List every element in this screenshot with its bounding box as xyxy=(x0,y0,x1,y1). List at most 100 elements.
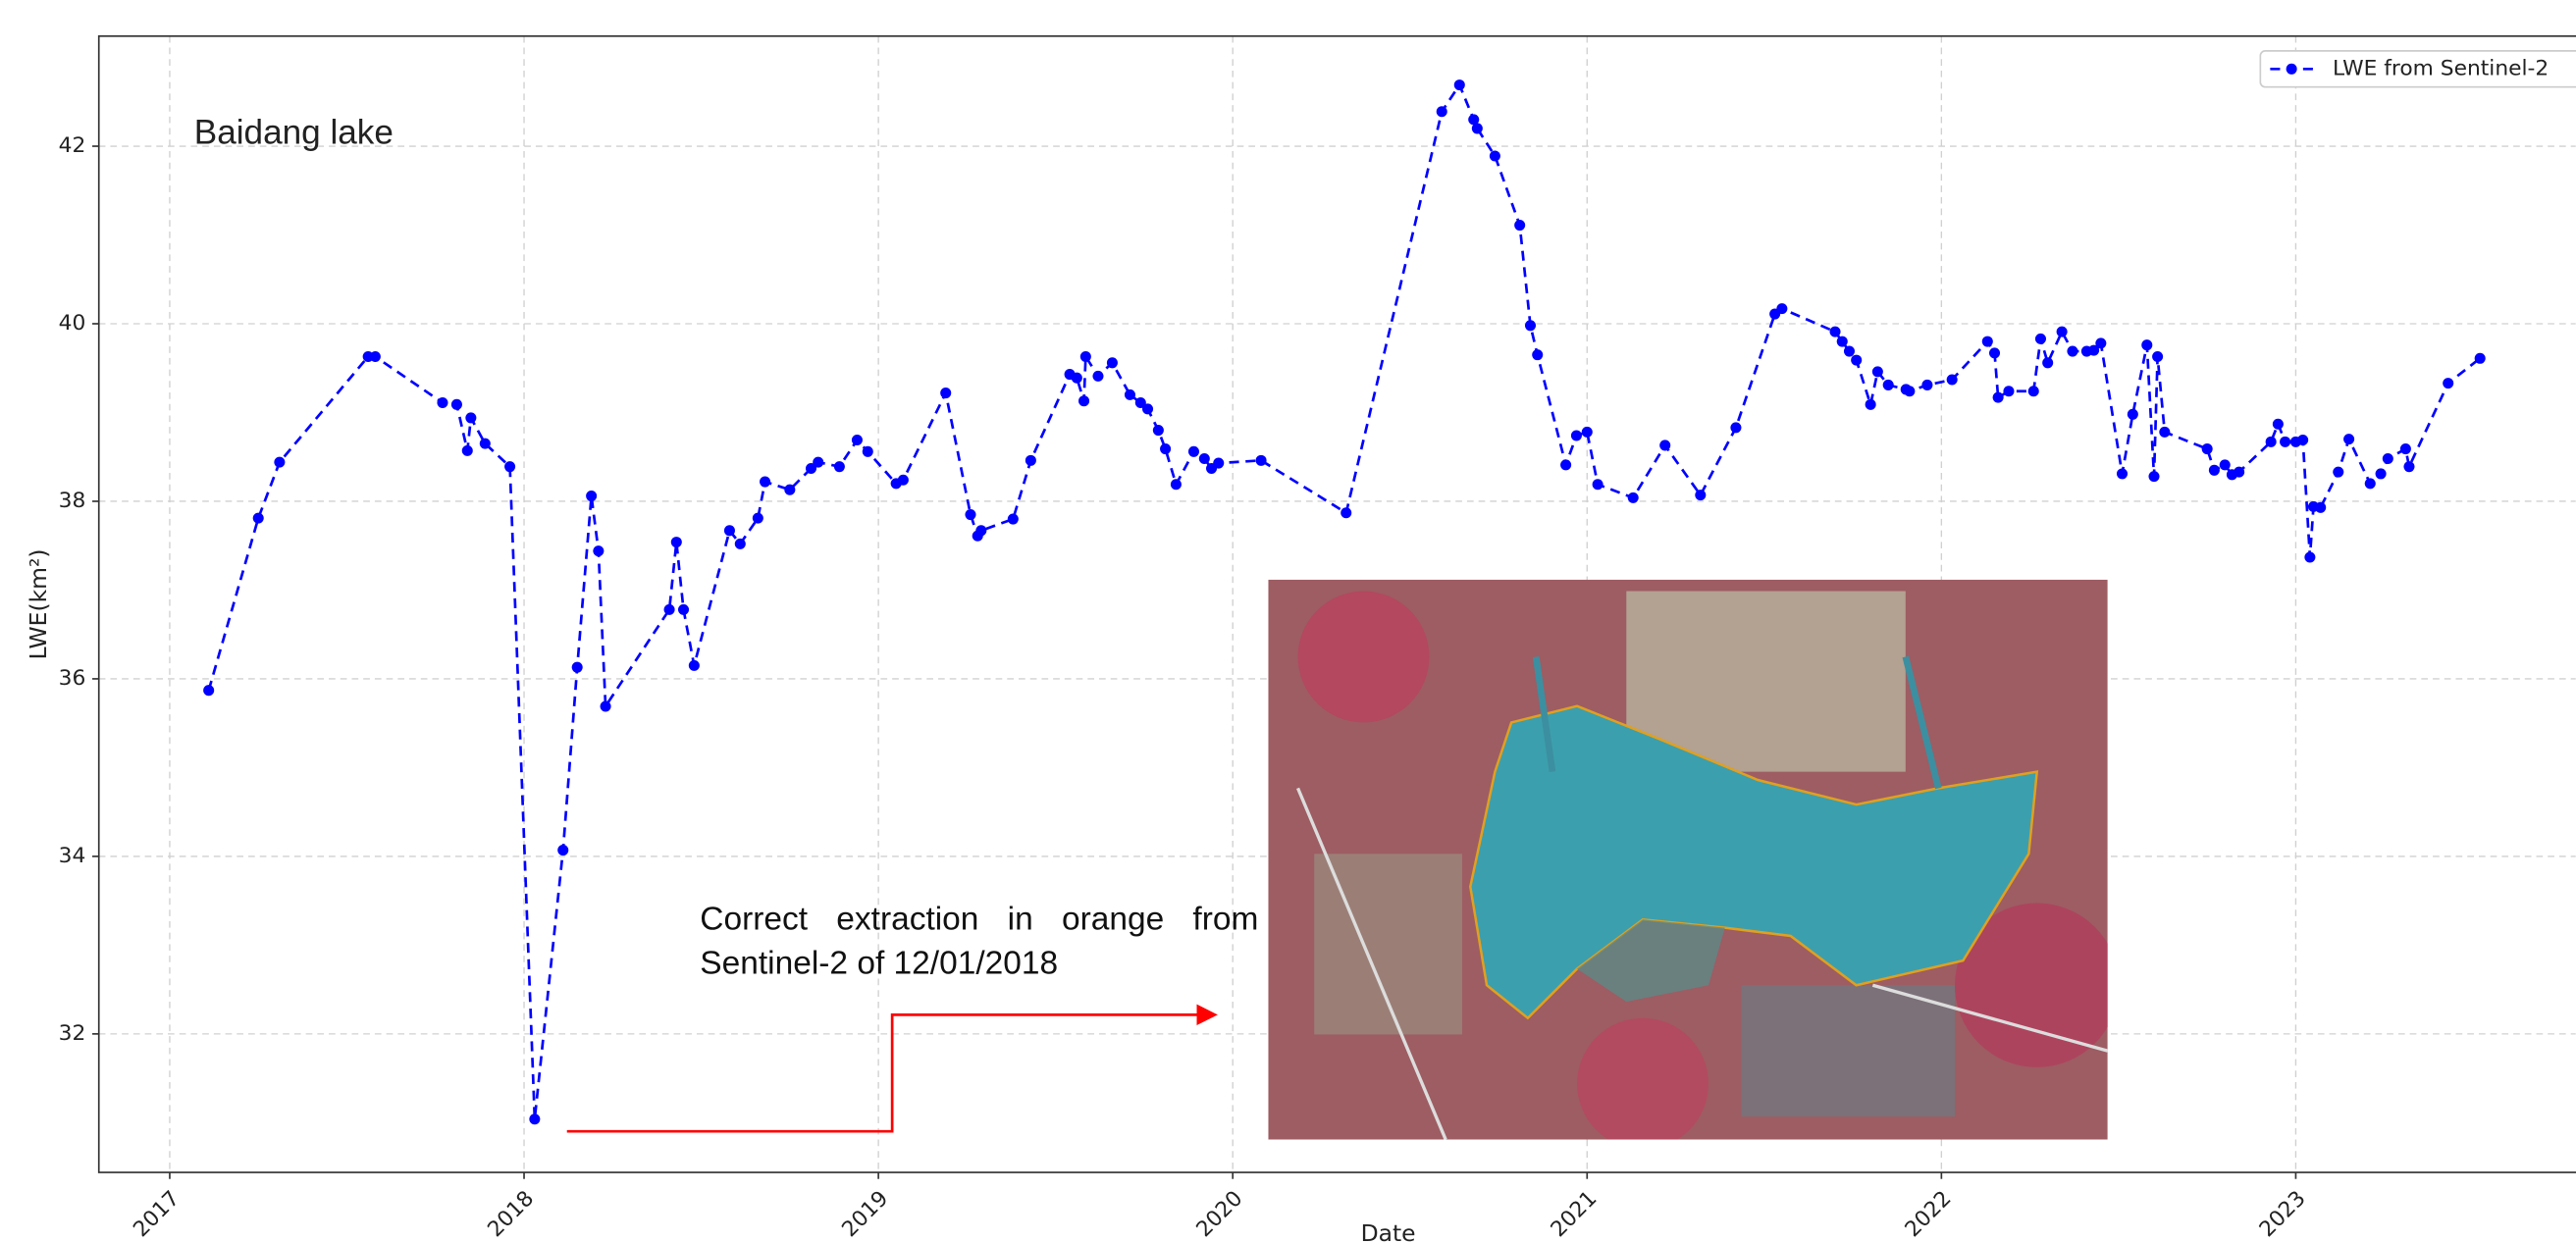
data-point xyxy=(2148,471,2159,482)
data-point xyxy=(1883,380,1894,390)
data-point xyxy=(1080,351,1091,362)
data-point xyxy=(852,435,863,445)
data-point xyxy=(1008,514,1019,525)
data-point xyxy=(863,446,873,457)
y-axis-label: LWE(km²) xyxy=(25,548,52,659)
data-point xyxy=(2443,378,2453,388)
data-point xyxy=(529,1114,540,1124)
data-point xyxy=(1472,123,1483,133)
data-point xyxy=(1171,479,1182,490)
data-point xyxy=(1947,374,1958,385)
data-point xyxy=(940,388,951,398)
data-point xyxy=(2343,434,2354,444)
data-point xyxy=(1851,355,1862,366)
data-point xyxy=(898,475,909,486)
data-point xyxy=(451,399,462,410)
data-point xyxy=(760,477,770,488)
data-point xyxy=(1921,380,1932,390)
data-point xyxy=(1525,320,1536,331)
data-point xyxy=(370,351,381,362)
legend-marker xyxy=(2287,64,2297,75)
data-point xyxy=(664,604,675,615)
data-point xyxy=(2003,386,2014,396)
data-point xyxy=(1628,492,1639,503)
data-point xyxy=(1582,427,1593,438)
data-point xyxy=(1830,327,1841,337)
data-point xyxy=(465,412,476,423)
data-point xyxy=(1025,455,1036,466)
data-point xyxy=(1125,389,1135,400)
data-point xyxy=(1989,347,2000,358)
data-point xyxy=(2209,465,2220,476)
data-point xyxy=(1341,507,1351,518)
data-point xyxy=(1437,106,1447,117)
data-point xyxy=(2220,459,2231,470)
data-point xyxy=(1454,79,1465,90)
lake-label: Baidang lake xyxy=(194,114,394,152)
data-point xyxy=(2117,468,2128,479)
chart: 3234363840422017201820192020202120222023… xyxy=(0,0,2576,1243)
data-point xyxy=(1188,446,1199,457)
data-point xyxy=(1532,349,1543,360)
data-point xyxy=(2475,353,2486,364)
data-point xyxy=(586,491,597,501)
data-point xyxy=(601,700,611,711)
data-point xyxy=(2128,409,2138,420)
data-point xyxy=(735,539,746,549)
data-point xyxy=(753,513,763,524)
data-point xyxy=(1872,366,1883,377)
data-point xyxy=(2297,435,2308,445)
data-point xyxy=(1844,346,1855,357)
data-point xyxy=(1092,371,1103,382)
data-point xyxy=(2067,346,2077,357)
data-point xyxy=(1490,150,1500,161)
data-point xyxy=(1160,443,1171,454)
legend-label: LWE from Sentinel-2 xyxy=(2333,56,2549,80)
data-point xyxy=(813,457,823,468)
data-point xyxy=(2280,437,2290,447)
data-point xyxy=(437,397,447,408)
y-tick-label: 38 xyxy=(59,489,86,513)
data-point xyxy=(2315,502,2326,513)
data-point xyxy=(2234,467,2244,478)
data-point xyxy=(1730,422,1741,433)
data-point xyxy=(975,525,986,536)
data-point xyxy=(1213,458,1224,469)
data-point xyxy=(2266,437,2277,447)
data-point xyxy=(2304,551,2315,562)
data-point xyxy=(2403,461,2414,472)
data-point xyxy=(480,439,491,449)
data-point xyxy=(557,845,568,855)
data-point xyxy=(1904,386,1915,396)
data-point xyxy=(2042,357,2053,368)
data-point xyxy=(1837,337,1848,347)
data-point xyxy=(462,445,473,456)
data-point xyxy=(2365,478,2376,489)
data-point xyxy=(1560,459,1571,470)
page: {"chart_data": { "type": "line", "x_labe… xyxy=(0,0,2576,1243)
data-point xyxy=(2383,453,2393,464)
data-point xyxy=(1776,303,1787,314)
data-point xyxy=(1142,403,1153,414)
data-point xyxy=(1199,453,1210,464)
data-point xyxy=(593,545,604,556)
data-point xyxy=(2141,339,2152,350)
data-point xyxy=(1866,399,1876,410)
data-point xyxy=(671,537,682,547)
y-tick-label: 42 xyxy=(59,133,86,158)
data-point xyxy=(2400,443,2411,454)
data-point xyxy=(2159,427,2170,438)
data-point xyxy=(1659,440,1670,450)
data-point xyxy=(572,662,583,673)
data-point xyxy=(2028,386,2039,396)
data-point xyxy=(1153,425,1164,436)
data-point xyxy=(2376,468,2387,479)
data-point xyxy=(203,685,214,696)
data-point xyxy=(678,604,689,615)
data-point xyxy=(1514,220,1525,231)
data-point xyxy=(1072,373,1082,384)
data-point xyxy=(1256,455,1267,466)
data-point xyxy=(253,513,264,524)
data-point xyxy=(1571,430,1582,440)
data-point xyxy=(2152,351,2163,362)
